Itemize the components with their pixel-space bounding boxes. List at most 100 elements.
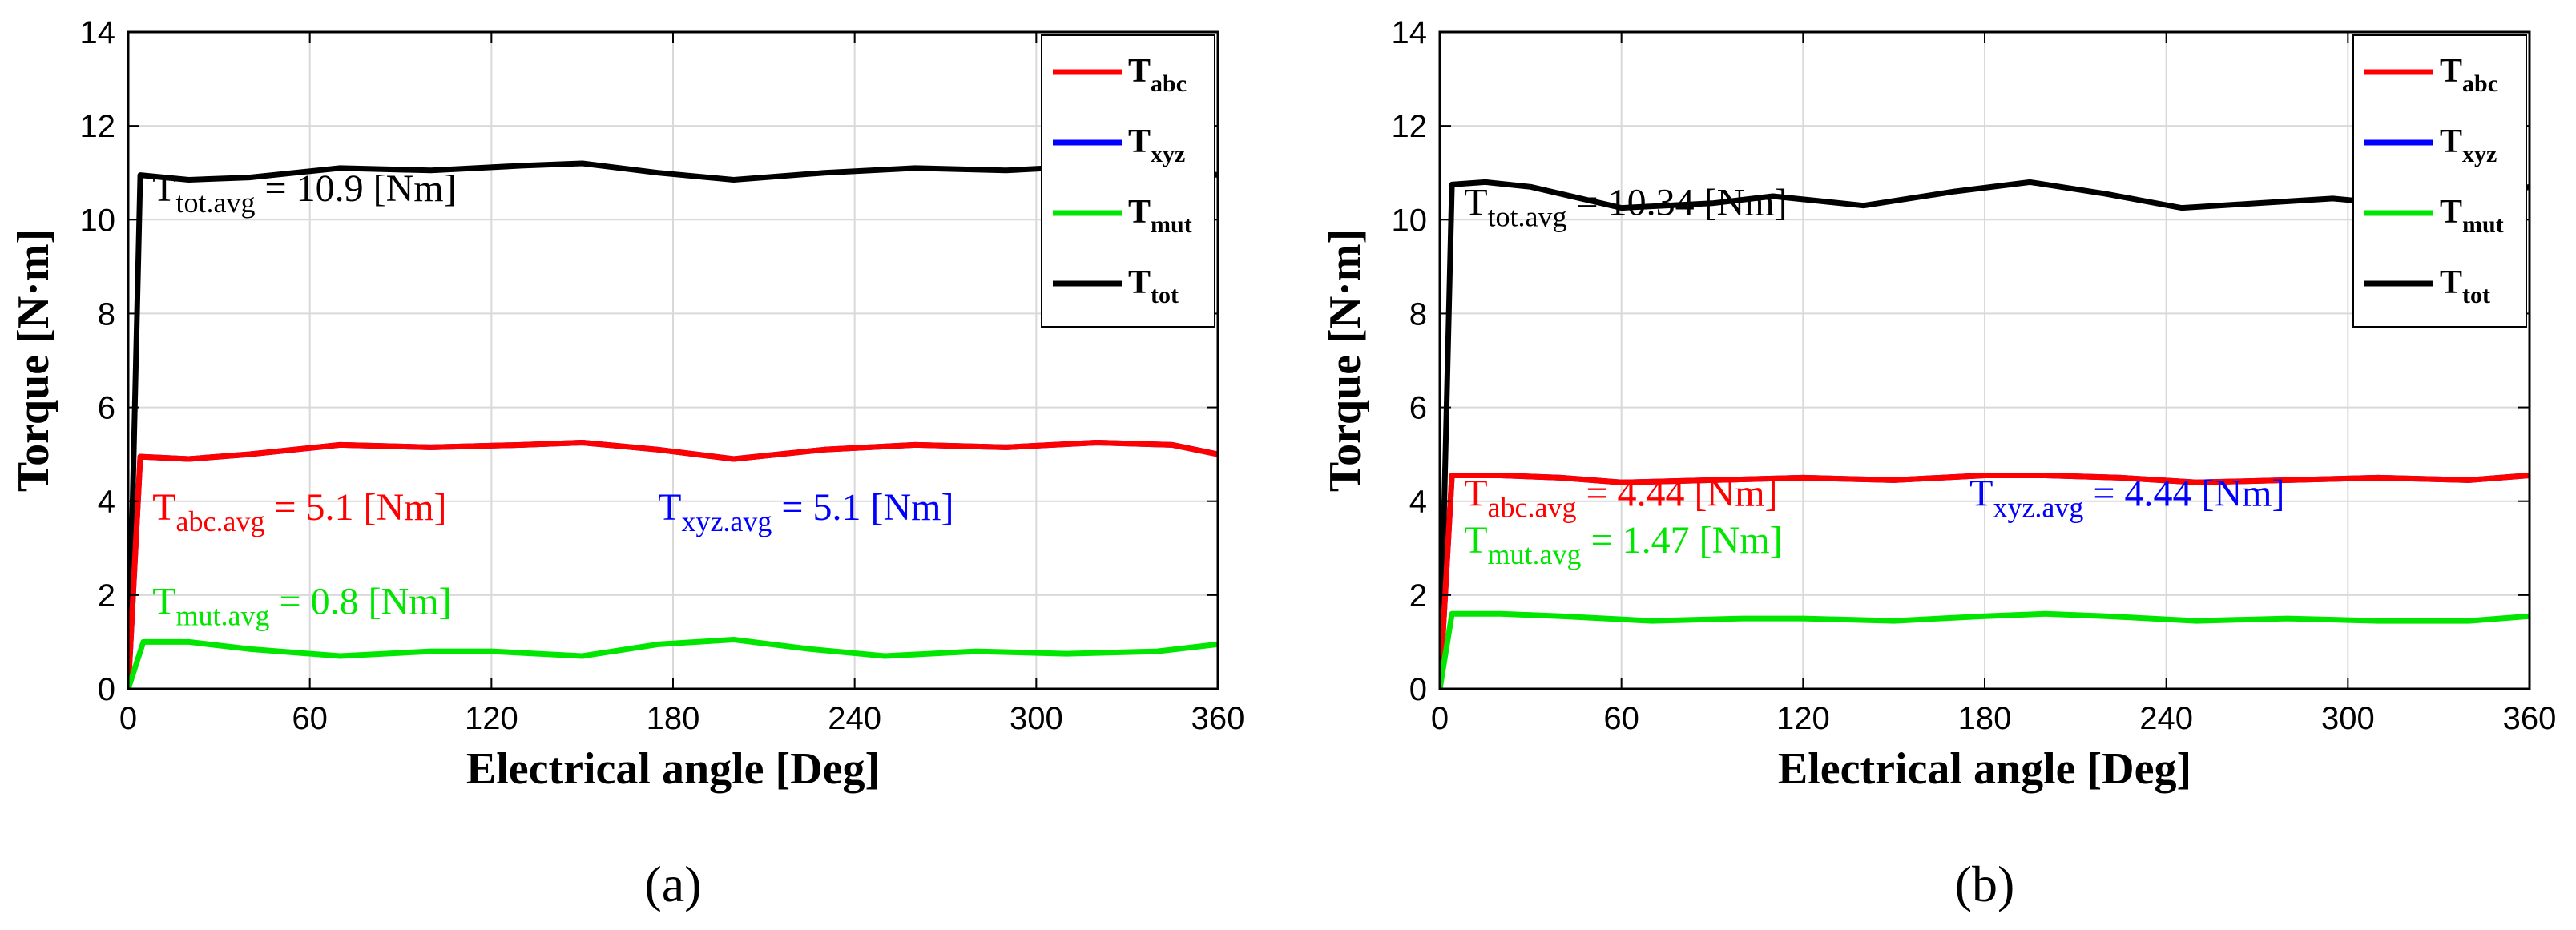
annotation-main: T — [152, 167, 175, 210]
chart-panel-b: 0 60 120 180 240 300 360 0 2 4 6 8 10 12 14 Electrical … — [1320, 15, 2556, 912]
y-tick-label: 12 — [80, 109, 116, 144]
legend-main: T — [1128, 123, 1151, 160]
legend-main: T — [2440, 53, 2462, 90]
y-tick-label: 0 — [1409, 672, 1427, 707]
legend-subscript: abc — [1151, 70, 1187, 97]
legend-entry-tot: Ttot — [1128, 264, 1179, 308]
legend-entry-xyz: Txyz — [1128, 123, 1185, 167]
legend-main: T — [1128, 53, 1151, 90]
x-tick-label: 180 — [647, 701, 700, 736]
legend-entry-abc: Tabc — [1128, 53, 1187, 97]
annotation-xyz: Txyz.avg = 4.44 [Nm] — [1969, 473, 2284, 524]
x-axis-title: Electrical angle [Deg] — [466, 744, 880, 794]
y-tick-label: 2 — [98, 578, 115, 614]
annotation-subscript: abc.avg — [176, 505, 265, 537]
annotation-value: = 5.1 [Nm] — [772, 486, 953, 529]
x-axis-title: Electrical angle [Deg] — [1778, 744, 2191, 794]
annotation-main: T — [1464, 519, 1487, 562]
annotation-tot: Ttot.avg = 10.34 [Nm] — [1464, 181, 1787, 232]
legend-box — [2352, 34, 2527, 328]
annotation-value: = 4.44 [Nm] — [1576, 473, 1777, 515]
panel-label: (b) — [1955, 856, 2015, 912]
annotation-mut: Tmut.avg = 0.8 [Nm] — [152, 580, 451, 631]
y-tick-label: 6 — [98, 391, 115, 426]
series-line-mut — [128, 637, 1218, 689]
annotation-main: T — [1464, 181, 1487, 223]
legend-box — [1041, 34, 1215, 328]
y-axis-title: Torque [N·m] — [9, 229, 58, 492]
annotation-subscript: tot.avg — [1488, 200, 1567, 232]
y-tick-label: 4 — [1409, 485, 1427, 520]
legend-subscript: abc — [2462, 70, 2498, 97]
panel-label: (a) — [644, 856, 701, 912]
y-tick-label: 2 — [1409, 578, 1427, 614]
legend-subscript: mut — [2462, 211, 2504, 238]
y-tick-label: 4 — [98, 485, 115, 520]
legend-main: T — [2440, 194, 2462, 231]
x-tick-label: 0 — [1431, 701, 1449, 736]
series-line-mut — [1440, 610, 2530, 689]
x-tick-label: 60 — [292, 701, 328, 736]
legend-subscript: xyz — [2462, 141, 2497, 167]
x-tick-label: 360 — [2503, 701, 2557, 736]
series-line-abc — [1440, 473, 2530, 689]
legend-entry-abc: Tabc — [2440, 53, 2498, 97]
annotation-main: T — [1969, 473, 1993, 515]
x-tick-label: 120 — [1776, 701, 1830, 736]
chart-panel-a: 0 60 120 180 240 300 360 0 2 4 6 8 10 12 14 Electrical … — [9, 15, 1244, 912]
y-tick-label: 6 — [1409, 391, 1427, 426]
x-tick-label: 0 — [119, 701, 137, 736]
series-line-abc — [128, 440, 1218, 689]
annotation-mut: Tmut.avg = 1.47 [Nm] — [1464, 519, 1782, 570]
legend-subscript: tot — [2462, 282, 2490, 308]
x-tick-label: 180 — [1958, 701, 2012, 736]
annotation-abc: Tabc.avg = 5.1 [Nm] — [152, 486, 446, 537]
annotation-value: = 5.1 [Nm] — [264, 486, 446, 529]
y-tick-label: 8 — [98, 296, 115, 332]
legend-main: T — [2440, 123, 2462, 160]
annotation-tot: Ttot.avg = 10.9 [Nm] — [152, 167, 456, 219]
annotation-subscript: xyz.avg — [681, 505, 772, 537]
annotation-main: T — [152, 486, 175, 529]
annotation-abc: Tabc.avg = 4.44 [Nm] — [1464, 473, 1777, 524]
x-tick-label: 120 — [465, 701, 518, 736]
legend-entry-mut: Tmut — [2440, 194, 2504, 238]
y-tick-label: 14 — [80, 15, 116, 50]
legend-entry-tot: Ttot — [2440, 264, 2490, 308]
y-tick-label: 8 — [1409, 296, 1427, 332]
annotation-value: = 0.8 [Nm] — [270, 580, 452, 622]
legend-subscript: tot — [1151, 282, 1179, 308]
y-tick-label: 12 — [1392, 109, 1428, 144]
legend-subscript: mut — [1151, 211, 1192, 238]
annotation-value: = 10.9 [Nm] — [256, 167, 457, 210]
legend-main: T — [1128, 264, 1151, 301]
annotation-subscript: xyz.avg — [1993, 492, 2083, 524]
annotation-xyz: Txyz.avg = 5.1 [Nm] — [658, 486, 953, 537]
legend-entry-xyz: Txyz — [2440, 123, 2497, 167]
annotation-subscript: mut.avg — [176, 599, 270, 631]
annotation-main: T — [658, 486, 681, 529]
annotation-value: = 1.47 [Nm] — [1582, 519, 1783, 562]
annotation-value: = 10.34 [Nm] — [1567, 181, 1788, 223]
y-tick-label: 0 — [98, 672, 115, 707]
x-tick-label: 300 — [1010, 701, 1063, 736]
annotation-main: T — [152, 580, 175, 622]
x-tick-label: 60 — [1603, 701, 1639, 736]
legend-main: T — [1128, 194, 1151, 231]
x-tick-label: 300 — [2321, 701, 2375, 736]
y-tick-label: 14 — [1392, 15, 1428, 50]
annotation-subscript: mut.avg — [1488, 538, 1582, 570]
x-tick-label: 240 — [828, 701, 881, 736]
legend-subscript: xyz — [1151, 141, 1185, 167]
y-tick-label: 10 — [1392, 203, 1428, 238]
annotation-subscript: abc.avg — [1488, 492, 1577, 524]
y-tick-label: 10 — [80, 203, 116, 238]
annotation-subscript: tot.avg — [176, 187, 256, 219]
x-tick-label: 360 — [1191, 701, 1245, 736]
annotation-value: = 4.44 [Nm] — [2083, 473, 2284, 515]
legend-entry-mut: Tmut — [1128, 194, 1192, 238]
annotation-main: T — [1464, 473, 1487, 515]
legend-main: T — [2440, 264, 2462, 301]
x-tick-label: 240 — [2139, 701, 2193, 736]
